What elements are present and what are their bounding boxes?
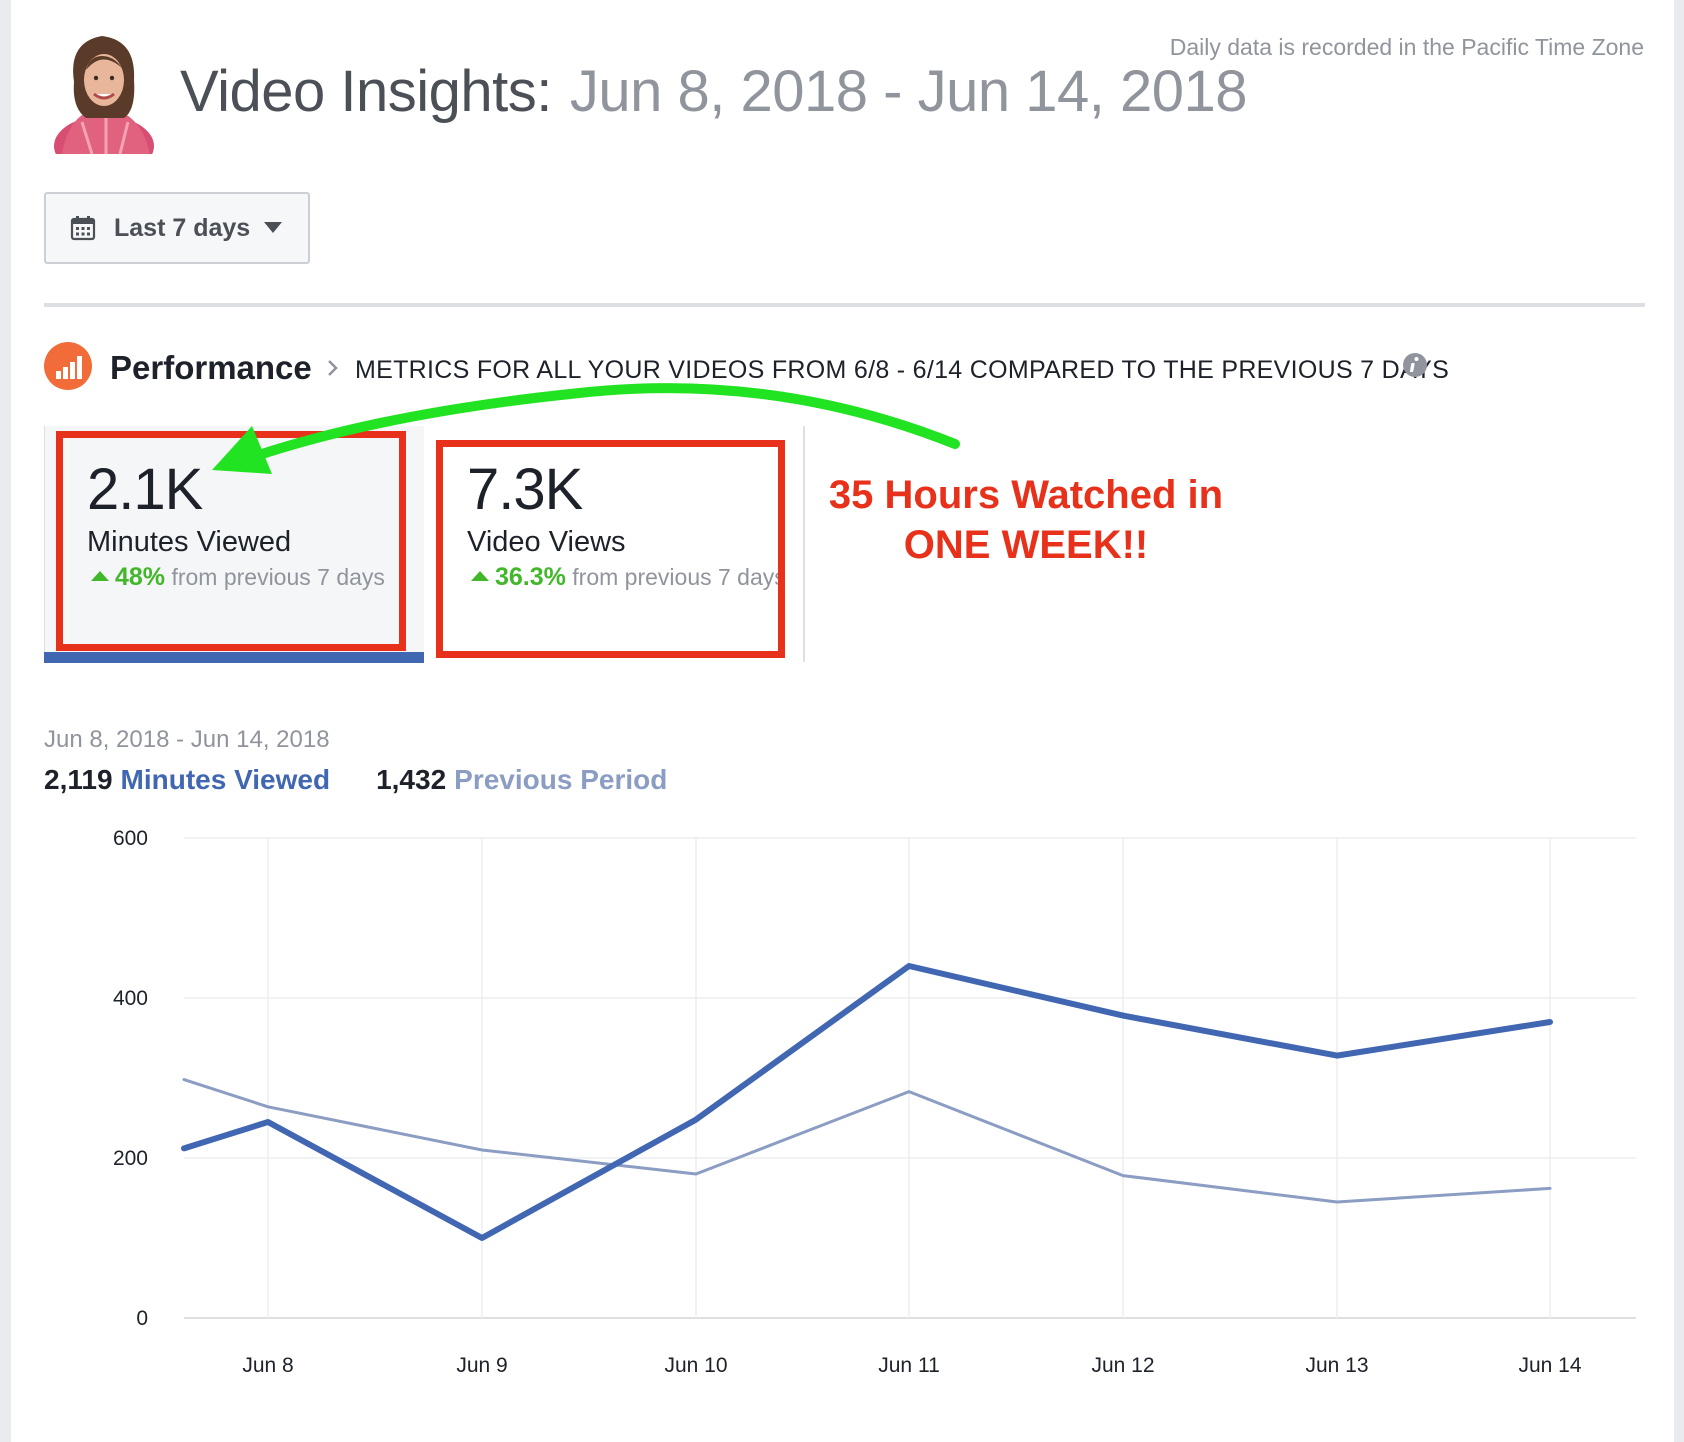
metric-card-video-views[interactable]: 7.3K Video Views 36.3% from previous 7 d… — [425, 426, 805, 662]
x-tick-label: Jun 11 — [878, 1354, 940, 1377]
x-tick-label: Jun 13 — [1305, 1354, 1368, 1377]
left-frame — [0, 0, 11, 1442]
metric-value: 2.1K — [87, 457, 203, 522]
timezone-note: Daily data is recorded in the Pacific Ti… — [1169, 34, 1644, 60]
y-tick-label: 200 — [113, 1147, 148, 1170]
arrow-up-icon — [91, 571, 109, 581]
metric-change-pct: 48% — [115, 563, 166, 591]
metric-change: 48% from previous 7 days — [87, 560, 417, 594]
x-tick-label: Jun 14 — [1518, 1354, 1581, 1377]
y-tick-label: 600 — [113, 827, 148, 850]
x-tick-label: Jun 12 — [1091, 1354, 1154, 1377]
legend-current-label[interactable]: Minutes Viewed — [120, 764, 331, 795]
section-divider — [44, 303, 1645, 307]
title-date-range: Jun 8, 2018 - Jun 14, 2018 — [569, 59, 1248, 124]
metric-label: Video Views — [467, 526, 626, 558]
y-tick-label: 400 — [113, 987, 148, 1010]
metric-card-minutes-viewed[interactable]: 2.1K Minutes Viewed 48% from previous 7 … — [44, 426, 424, 662]
series-line-minutes-viewed — [181, 963, 1553, 1241]
annotation-line-2: ONE WEEK!! — [903, 523, 1149, 567]
date-range-dropdown[interactable]: Last 7 days — [44, 192, 310, 264]
annotation-line-1: 35 Hours Watched in — [828, 473, 1224, 517]
series-line-previous-period — [182, 1078, 1552, 1204]
metric-value: 7.3K — [467, 457, 583, 522]
chevron-down-icon — [264, 222, 283, 233]
current-total: 2,119 — [44, 764, 113, 795]
calendar-icon — [70, 216, 96, 241]
chevron-right-icon — [328, 360, 338, 376]
selected-card-indicator — [44, 652, 424, 663]
metric-label: Minutes Viewed — [87, 526, 292, 558]
x-tick-label: Jun 8 — [242, 1354, 293, 1377]
performance-icon — [44, 342, 92, 390]
x-tick-label: Jun 10 — [664, 1354, 727, 1377]
chart-date-range: Jun 8, 2018 - Jun 14, 2018 — [44, 726, 330, 753]
x-tick-label: Jun 9 — [456, 1354, 507, 1377]
performance-title: Performance — [110, 349, 312, 386]
metric-change-text: from previous 7 days — [572, 564, 786, 590]
arrow-up-icon — [471, 571, 489, 581]
y-tick-label: 0 — [136, 1307, 148, 1330]
profile-avatar[interactable] — [52, 30, 160, 154]
legend-previous-label[interactable]: Previous Period — [454, 764, 668, 795]
metric-change: 36.3% from previous 7 days — [467, 560, 797, 594]
right-frame — [1674, 0, 1684, 1442]
title-label: Video Insights: — [180, 59, 552, 124]
previous-total: 1,432 — [376, 764, 447, 795]
metric-change-pct: 36.3% — [495, 563, 566, 591]
annotation-text: 35 Hours Watched in ONE WEEK!! — [816, 470, 1236, 570]
metric-change-text: from previous 7 days — [171, 564, 385, 590]
date-range-label: Last 7 days — [114, 213, 251, 242]
performance-description: METRICS FOR ALL YOUR VIDEOS FROM 6/8 - 6… — [355, 356, 1450, 384]
info-icon[interactable] — [1402, 352, 1428, 378]
page-title: Video Insights: Jun 8, 2018 - Jun 14, 201… — [180, 58, 1248, 125]
chart-legend: 2,119 Minutes Viewed 1,432 Previous Period — [44, 764, 667, 796]
